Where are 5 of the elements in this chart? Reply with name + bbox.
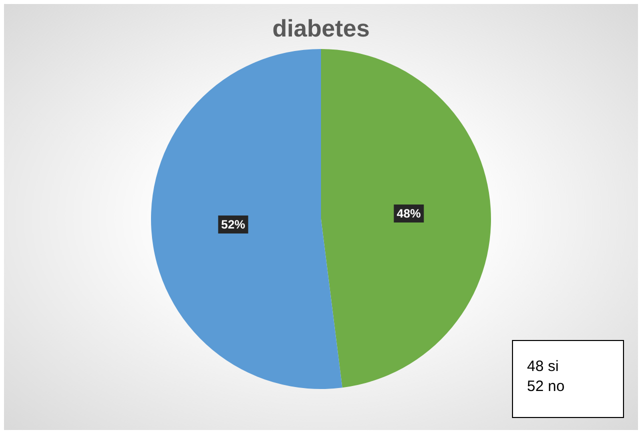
data-label: 52% (221, 218, 246, 232)
text: 48 si (527, 357, 560, 377)
chart-title: diabetes (272, 16, 370, 42)
data-label: 48% (396, 206, 422, 220)
text: 52 no (527, 377, 566, 397)
